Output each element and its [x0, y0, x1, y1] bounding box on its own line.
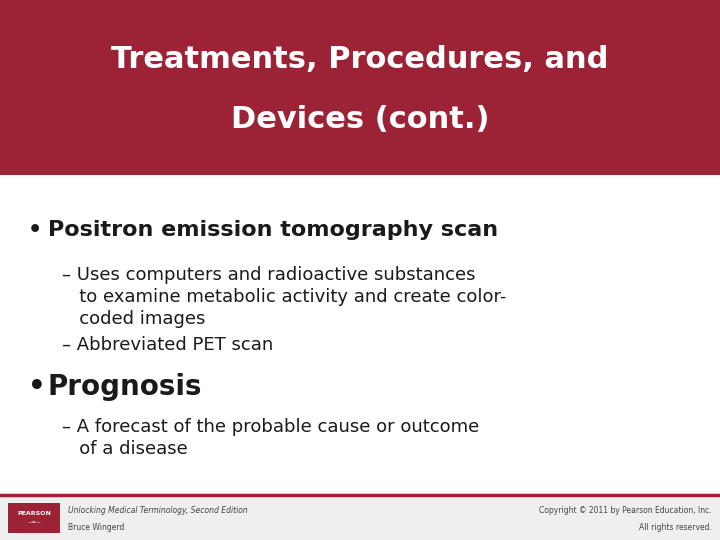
Text: ~≈~: ~≈~	[27, 520, 41, 525]
FancyBboxPatch shape	[0, 0, 720, 175]
Text: to examine metabolic activity and create color-: to examine metabolic activity and create…	[62, 288, 506, 306]
Text: Prognosis: Prognosis	[48, 373, 202, 401]
FancyBboxPatch shape	[0, 495, 720, 540]
Text: Devices (cont.): Devices (cont.)	[230, 105, 490, 134]
FancyBboxPatch shape	[8, 503, 60, 532]
Text: Bruce Wingerd: Bruce Wingerd	[68, 523, 125, 532]
Text: – A forecast of the probable cause or outcome: – A forecast of the probable cause or ou…	[62, 418, 480, 436]
Text: of a disease: of a disease	[62, 440, 188, 458]
Text: All rights reserved.: All rights reserved.	[639, 523, 712, 532]
Text: – Uses computers and radioactive substances: – Uses computers and radioactive substan…	[62, 266, 475, 284]
Text: PEARSON: PEARSON	[17, 511, 51, 516]
Text: •: •	[28, 373, 46, 401]
Text: Positron emission tomography scan: Positron emission tomography scan	[48, 220, 498, 240]
Text: Treatments, Procedures, and: Treatments, Procedures, and	[112, 45, 608, 75]
Text: •: •	[28, 220, 42, 240]
Text: coded images: coded images	[62, 310, 205, 328]
Text: Copyright © 2011 by Pearson Education, Inc.: Copyright © 2011 by Pearson Education, I…	[539, 507, 712, 515]
Text: – Abbreviated PET scan: – Abbreviated PET scan	[62, 336, 274, 354]
Text: Unlocking Medical Terminology, Second Edition: Unlocking Medical Terminology, Second Ed…	[68, 507, 248, 515]
